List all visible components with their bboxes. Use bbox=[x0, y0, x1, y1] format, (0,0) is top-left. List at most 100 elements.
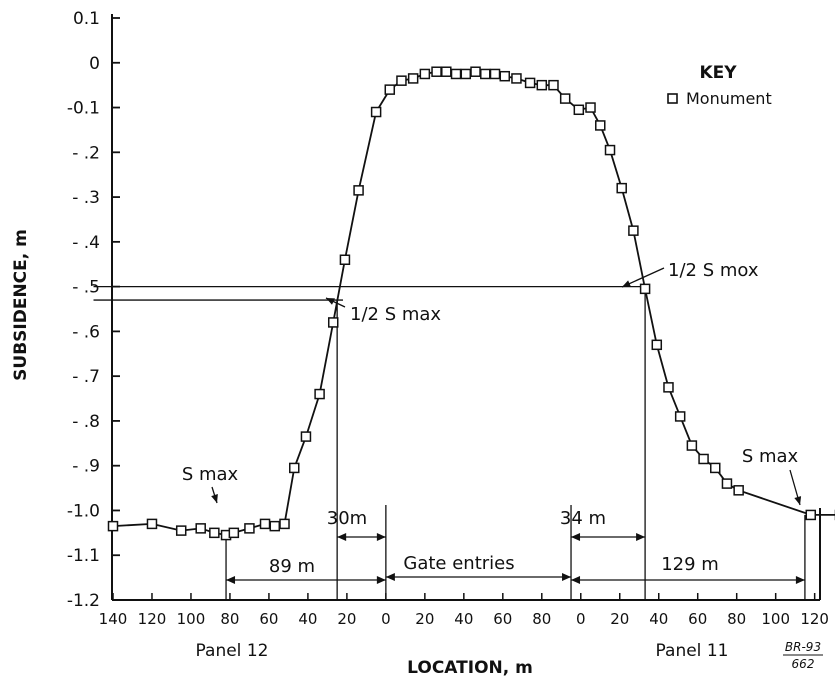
x-tick-label: 40 bbox=[298, 610, 317, 628]
dimension-arrowhead bbox=[636, 533, 646, 541]
x-tick-label: 80 bbox=[727, 610, 746, 628]
smax-right-label: S max bbox=[742, 446, 799, 467]
monument-point bbox=[339, 254, 351, 266]
x-tick-label: 60 bbox=[493, 610, 512, 628]
y-tick-label: 0.1 bbox=[73, 9, 100, 29]
monument-point bbox=[289, 462, 300, 474]
x-tick-label: 80 bbox=[532, 610, 551, 628]
x-tick-label: 120 bbox=[800, 610, 829, 628]
y-tick-label: 0 bbox=[89, 54, 100, 74]
x-tick-label: 120 bbox=[138, 610, 167, 628]
y-tick-label: -1.0 bbox=[67, 501, 100, 521]
smax-right-leader-head bbox=[794, 496, 802, 505]
dim-30m-label: 30m bbox=[327, 508, 367, 529]
y-tick-label: -1.2 bbox=[67, 591, 100, 611]
x-tick-label: 20 bbox=[337, 610, 356, 628]
monument-point bbox=[489, 68, 501, 80]
dimension-arrowhead bbox=[562, 573, 572, 581]
monument-point bbox=[721, 478, 733, 489]
monument-point bbox=[480, 68, 491, 80]
half-smax-right-label: 1/2 S mox bbox=[668, 260, 759, 281]
half-smax-right-leader-head bbox=[622, 280, 631, 287]
x-tick-label: 60 bbox=[259, 610, 278, 628]
y-tick-label: - .5 bbox=[72, 278, 100, 298]
x-tick-label: 0 bbox=[381, 610, 391, 628]
legend-square-icon bbox=[667, 93, 678, 104]
dimension-arrowhead bbox=[571, 533, 581, 541]
monument-point bbox=[524, 77, 536, 89]
half-smax-left-label: 1/2 S max bbox=[350, 304, 441, 325]
y-tick-label: -0.1 bbox=[67, 99, 100, 119]
x-tick-label: 20 bbox=[610, 610, 629, 628]
monument-point bbox=[419, 68, 431, 80]
y-tick-label: -1.1 bbox=[67, 546, 100, 566]
monument-point bbox=[195, 523, 206, 534]
monument-point bbox=[314, 388, 325, 400]
monument-point bbox=[407, 73, 419, 84]
figure-ref-top: BR-93 bbox=[785, 640, 821, 654]
dim-34m-label: 34 m bbox=[560, 508, 606, 529]
dimension-arrowhead bbox=[337, 533, 347, 541]
monument-point bbox=[384, 84, 396, 95]
dimension-arrows bbox=[211, 267, 805, 584]
monument-point bbox=[595, 120, 606, 131]
monument-point bbox=[536, 79, 548, 91]
y-tick-label: - .2 bbox=[72, 143, 100, 163]
legend-title: KEY bbox=[699, 63, 737, 83]
monument-point bbox=[300, 431, 312, 442]
y-tick-label: - .6 bbox=[72, 322, 100, 342]
x-tick-group: 140 120 100 80 60 40 20 0 20 40 60 80 0 20 40 60 80 100 12… bbox=[99, 593, 829, 628]
dimension-arrowhead bbox=[385, 573, 395, 581]
x-tick-label: 0 bbox=[576, 610, 586, 628]
monument-point bbox=[107, 520, 119, 532]
monument-point bbox=[175, 525, 187, 536]
y-tick-label: - .3 bbox=[72, 188, 100, 208]
monument-point bbox=[259, 518, 271, 530]
monument-point bbox=[228, 527, 240, 539]
y-tick-label: - .8 bbox=[72, 412, 100, 432]
dimension-arrowhead bbox=[571, 576, 581, 584]
y-axis-title: SUBSIDENCE, m bbox=[11, 229, 31, 381]
x-tick-label: 60 bbox=[688, 610, 707, 628]
panel-12-label: Panel 12 bbox=[196, 641, 269, 661]
dimension-drop-lines bbox=[225, 288, 806, 600]
monument-point bbox=[244, 523, 255, 534]
x-tick-label: 40 bbox=[454, 610, 473, 628]
dimension-arrowhead bbox=[376, 576, 386, 584]
dim-129m-label: 129 m bbox=[661, 554, 719, 575]
y-tick-label: - .9 bbox=[72, 457, 100, 477]
dim-gate-entries-label: Gate entries bbox=[403, 553, 514, 574]
smax-left-label: S max bbox=[182, 464, 239, 485]
x-tick-label: 80 bbox=[220, 610, 239, 628]
monument-point bbox=[146, 518, 158, 530]
monument-point bbox=[805, 509, 817, 521]
dim-89m-label: 89 m bbox=[269, 556, 315, 577]
monument-point bbox=[604, 144, 616, 156]
monument-point bbox=[651, 339, 663, 351]
monument-point bbox=[269, 520, 281, 532]
figure-ref-bottom: 662 bbox=[792, 657, 815, 671]
dimension-arrowhead bbox=[376, 533, 386, 541]
monument-point bbox=[460, 68, 472, 80]
dimension-arrowhead bbox=[226, 576, 236, 584]
monument-point bbox=[370, 106, 382, 118]
panel-11-label: Panel 11 bbox=[656, 641, 729, 661]
x-tick-label: 40 bbox=[649, 610, 668, 628]
monument-point bbox=[686, 440, 698, 451]
legend-entry: Monument bbox=[686, 89, 772, 108]
x-tick-label: 140 bbox=[99, 610, 128, 628]
monument-point bbox=[585, 102, 596, 113]
monument-point bbox=[450, 68, 462, 80]
half-smax-left-leader-head bbox=[326, 298, 335, 305]
monument-point bbox=[698, 453, 709, 465]
monument-point bbox=[511, 73, 522, 84]
monument-point bbox=[616, 182, 627, 194]
x-tick-label: 20 bbox=[415, 610, 434, 628]
monument-point bbox=[396, 75, 407, 86]
x-tick-label: 100 bbox=[177, 610, 206, 628]
x-axis-title: LOCATION, m bbox=[407, 658, 533, 678]
smax-left-leader-head bbox=[211, 494, 218, 503]
y-tick-label: - .4 bbox=[72, 233, 100, 253]
monument-point bbox=[209, 527, 220, 539]
